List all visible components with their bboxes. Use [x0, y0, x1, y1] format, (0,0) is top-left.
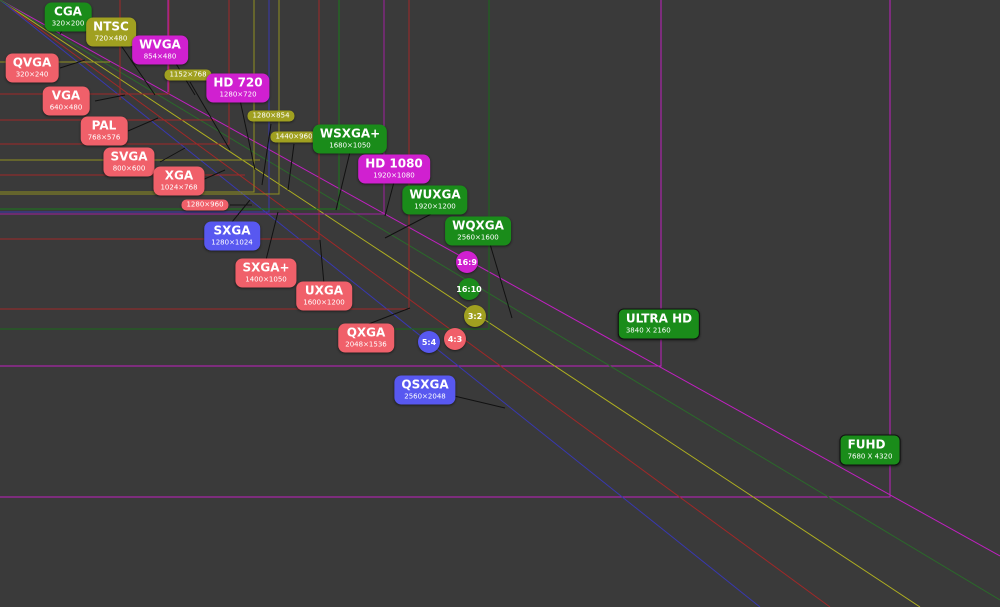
- node-resolution: 854×480: [143, 52, 177, 61]
- node-resolution: 1280×720: [219, 90, 257, 99]
- node-resolution: 1280×960: [186, 200, 224, 209]
- node-resolution: 1440×960: [275, 132, 313, 141]
- node-name: NTSC: [93, 19, 129, 34]
- node-resolution: 1280×1024: [211, 238, 253, 247]
- node-resolution: 320×200: [51, 19, 85, 28]
- resolution-node: 4:3: [444, 328, 466, 350]
- node-resolution: 640×480: [49, 103, 83, 112]
- node-resolution: 1680×1050: [329, 141, 371, 150]
- resolution-node: 1280×960: [181, 199, 229, 211]
- resolution-node: 1152×768: [164, 69, 212, 81]
- node-name: ULTRA HD: [625, 311, 693, 326]
- resolution-node: NTSC 720×480: [86, 17, 136, 47]
- resolution-node: QSXGA 2560×2048: [394, 375, 456, 405]
- node-resolution: 1920×1080: [373, 171, 415, 180]
- node-name: 16:9: [457, 257, 477, 267]
- resolution-node: 1440×960: [270, 131, 318, 143]
- node-name: SXGA: [213, 223, 251, 238]
- node-resolution: 320×240: [15, 70, 49, 79]
- resolution-node: ULTRA HD 3840 X 2160: [617, 308, 701, 340]
- node-resolution: 2560×2048: [404, 392, 446, 401]
- node-name: HD 720: [213, 75, 263, 90]
- node-name: WQXGA: [452, 218, 504, 233]
- node-name: PAL: [91, 118, 117, 133]
- resolution-node: UXGA 1600×1200: [296, 281, 352, 311]
- resolution-node: QXGA 2048×1536: [338, 323, 394, 353]
- resolution-node: HD 1080 1920×1080: [358, 154, 430, 184]
- resolution-node: PAL 768×576: [80, 116, 128, 146]
- resolution-node: SXGA 1280×1024: [204, 221, 260, 251]
- node-resolution: 800×600: [112, 164, 146, 173]
- node-resolution: 2560×1600: [457, 233, 499, 242]
- node-name: WUXGA: [409, 187, 461, 202]
- node-name: 4:3: [447, 334, 463, 344]
- node-resolution: 1920×1200: [414, 202, 456, 211]
- node-name: WVGA: [139, 37, 181, 52]
- resolution-node: HD 720 1280×720: [206, 73, 270, 103]
- node-resolution: 720×480: [94, 34, 128, 43]
- node-name: 3:2: [467, 311, 483, 321]
- node-resolution: 1152×768: [169, 70, 207, 79]
- node-name: FUHD: [847, 437, 886, 452]
- resolution-node: QVGA 320×240: [5, 53, 59, 83]
- resolution-node: 5:4: [418, 331, 440, 353]
- resolution-node: WUXGA 1920×1200: [402, 185, 468, 215]
- node-name: CGA: [54, 4, 82, 19]
- node-name: SVGA: [110, 149, 148, 164]
- node-resolution: 1600×1200: [303, 298, 345, 307]
- node-name: HD 1080: [365, 156, 423, 171]
- resolution-node: 16:10: [456, 278, 482, 300]
- node-resolution: 1024×768: [160, 183, 198, 192]
- node-resolution: 1280×854: [252, 111, 290, 120]
- resolution-node: 1280×854: [247, 110, 295, 122]
- resolution-node: WQXGA 2560×1600: [445, 216, 511, 246]
- node-name: 5:4: [421, 337, 437, 347]
- resolution-node: WSXGA+ 1680×1050: [312, 124, 388, 154]
- resolution-node: CGA 320×200: [44, 2, 92, 32]
- resolution-node: SXGA+ 1400×1050: [235, 258, 297, 288]
- node-resolution: 7680 X 4320: [847, 452, 893, 461]
- node-resolution: 3840 X 2160: [625, 326, 671, 335]
- node-name: VGA: [51, 88, 81, 103]
- node-resolution: 768×576: [87, 133, 121, 142]
- node-name: QSXGA: [401, 377, 449, 392]
- node-name: UXGA: [304, 283, 344, 298]
- node-name: SXGA+: [242, 260, 290, 275]
- node-name: 16:10: [456, 284, 482, 294]
- resolution-node: 3:2: [464, 305, 486, 327]
- node-name: XGA: [164, 168, 194, 183]
- resolution-node: 16:9: [456, 251, 478, 273]
- node-resolution: 1400×1050: [245, 275, 287, 284]
- node-name: WSXGA+: [319, 126, 381, 141]
- resolution-node: FUHD 7680 X 4320: [839, 434, 901, 466]
- node-name: QVGA: [12, 55, 52, 70]
- node-name: QXGA: [346, 325, 386, 340]
- resolution-node: XGA 1024×768: [153, 166, 205, 196]
- resolution-node: SVGA 800×600: [103, 147, 155, 177]
- resolution-node: WVGA 854×480: [132, 35, 188, 65]
- node-resolution: 2048×1536: [345, 340, 387, 349]
- resolution-node: VGA 640×480: [42, 86, 90, 116]
